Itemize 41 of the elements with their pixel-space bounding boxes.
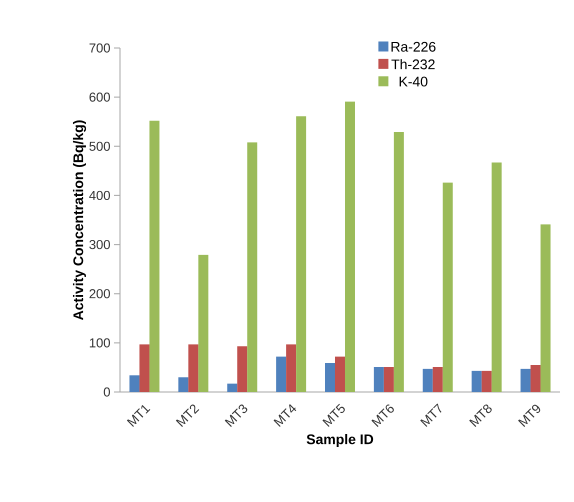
bar	[149, 120, 160, 392]
bar	[394, 132, 404, 392]
bar	[472, 370, 482, 392]
y-tick-label: 0	[104, 387, 110, 397]
x-tick-label: MT1	[126, 404, 150, 427]
bar	[334, 356, 345, 392]
y-tick-label: 200	[90, 289, 110, 298]
x-axis-title: Sample ID	[306, 434, 374, 447]
bar	[188, 344, 198, 392]
bar	[492, 162, 502, 392]
bar	[276, 356, 286, 392]
bar	[237, 346, 248, 392]
y-tick-label: 600	[90, 92, 110, 102]
bar	[344, 102, 355, 392]
legend-label: Th-232	[391, 59, 435, 70]
bar	[530, 364, 541, 392]
bar	[442, 182, 453, 392]
bar	[384, 366, 394, 392]
bar	[422, 368, 433, 392]
bar	[296, 116, 306, 392]
bar	[432, 366, 443, 392]
legend-label: K-40	[400, 76, 428, 87]
bar	[227, 384, 238, 392]
y-axis-title: Activity Concentration (Bq/kg)	[72, 120, 86, 320]
bar	[482, 370, 492, 392]
bar	[198, 254, 208, 392]
bar	[139, 344, 150, 392]
bar	[374, 366, 384, 392]
bar	[324, 363, 335, 392]
bar	[129, 375, 140, 392]
y-tick-label: 700	[90, 43, 110, 53]
bar	[247, 142, 258, 392]
y-tick-label: 100	[90, 338, 110, 348]
y-tick-label: 300	[89, 240, 110, 250]
bar	[286, 344, 296, 392]
legend-label: Ra-226	[392, 42, 436, 52]
y-tick-label: 400	[89, 190, 110, 200]
bar	[178, 377, 188, 392]
y-tick-label: 500	[89, 142, 110, 151]
bar	[520, 368, 531, 392]
bar	[540, 224, 551, 392]
